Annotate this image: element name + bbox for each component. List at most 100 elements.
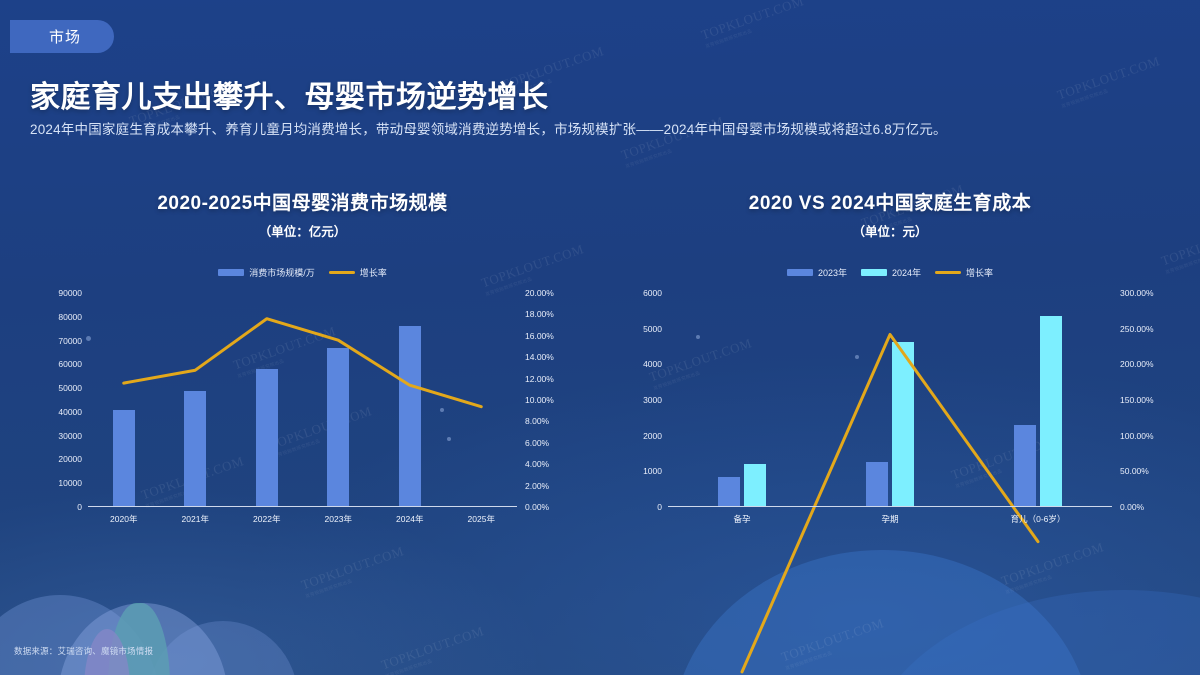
bar[interactable] bbox=[892, 341, 914, 507]
axis-tick-label: 4.00% bbox=[525, 459, 550, 470]
chart-unit: （单位：亿元） bbox=[258, 225, 347, 239]
chart-legend: 消费市场规模/万 增长率 bbox=[30, 266, 575, 279]
axis-tick-label: 0.00% bbox=[1120, 502, 1145, 512]
axis-tick-label: 30000 bbox=[58, 430, 82, 441]
chart-panel-birth-cost: 2020 VS 2024中国家庭生育成本 （单位：元） 2023年 2024年 增长… bbox=[610, 188, 1170, 548]
chart-unit: （单位：元） bbox=[852, 225, 928, 239]
axis-tick-label: 10.00% bbox=[525, 395, 554, 405]
legend-color-swatch bbox=[860, 269, 887, 276]
x-axis-label: 2023年 bbox=[324, 514, 352, 524]
legend-line-marker bbox=[328, 271, 355, 274]
axis-tick-label: 80000 bbox=[58, 311, 82, 322]
legend-label: 2024年 bbox=[891, 268, 922, 278]
axis-tick-label: 100.00% bbox=[1120, 430, 1154, 441]
axis-tick-label: 90000 bbox=[58, 288, 82, 298]
axis-tick-label: 10000 bbox=[58, 478, 82, 489]
legend-item[interactable]: 消费市场规模/万 bbox=[218, 266, 315, 279]
chart-plot-area: 0 1000 2000 3000 4000 5000 6000 0.00% 50.00% 100… bbox=[610, 288, 1170, 529]
bar-group bbox=[231, 293, 303, 507]
chart-title: 2020 VS 2024中国家庭生育成本 bbox=[748, 193, 1032, 214]
bar-group-container bbox=[668, 293, 1112, 507]
bar-group bbox=[668, 293, 816, 507]
axis-tick-label: 6000 bbox=[643, 288, 662, 298]
page-title: 家庭育儿支出攀升、母婴市场逆势增长 bbox=[30, 81, 549, 114]
y-axis-right: 0.00% 50.00% 100.00% 150.00% 200.00% 250.00% 3… bbox=[1112, 288, 1170, 512]
chart-plot-area: 0 10000 20000 30000 40000 50000 60000 70000 8000… bbox=[30, 288, 575, 529]
axis-tick-label: 1000 bbox=[643, 466, 662, 477]
y-axis-left: 0 1000 2000 3000 4000 5000 6000 bbox=[610, 288, 668, 512]
x-axis-label: 备孕 bbox=[733, 514, 751, 524]
chart-panel-market-size: 2020-2025中国母婴消费市场规模 （单位：亿元） 消费市场规模/万 增长率 … bbox=[30, 188, 575, 548]
x-axis-label: 2021年 bbox=[181, 514, 209, 524]
bar[interactable] bbox=[718, 477, 740, 507]
bar-group bbox=[88, 293, 160, 507]
bar[interactable] bbox=[1040, 316, 1062, 507]
data-source-note: 数据来源：艾瑞咨询、魔镜市场情报 bbox=[14, 646, 154, 656]
growth-rate-line bbox=[88, 293, 517, 675]
axis-tick-label: 20.00% bbox=[525, 288, 554, 298]
line-path bbox=[124, 319, 482, 407]
plot-grid-area bbox=[668, 293, 1112, 507]
axis-tick-label: 12.00% bbox=[525, 373, 554, 384]
axis-tick-label: 50000 bbox=[58, 383, 82, 394]
page-subtitle: 2024年中国家庭生育成本攀升、养育儿童月均消费增长，带动母婴领域消费逆势增长，… bbox=[30, 122, 947, 137]
axis-tick-label: 2000 bbox=[643, 430, 662, 441]
axis-tick-label: 300.00% bbox=[1120, 288, 1154, 298]
axis-tick-label: 20000 bbox=[58, 454, 82, 465]
x-axis-label: 2025年 bbox=[467, 514, 495, 524]
bar-group bbox=[160, 293, 232, 507]
bar[interactable] bbox=[866, 462, 888, 507]
bar-group bbox=[303, 293, 375, 507]
chart-legend: 2023年 2024年 增长率 bbox=[610, 266, 1170, 279]
axis-tick-label: 150.00% bbox=[1120, 395, 1154, 405]
x-axis-baseline bbox=[668, 505, 1112, 507]
bar[interactable] bbox=[327, 347, 350, 507]
plot-grid-area bbox=[88, 293, 517, 507]
x-axis-labels: 备孕 孕期 育儿（0-6岁） bbox=[668, 507, 1112, 529]
bar-group bbox=[816, 293, 964, 507]
bar[interactable] bbox=[184, 390, 207, 507]
axis-tick-label: 60000 bbox=[58, 359, 82, 370]
bar-group bbox=[374, 293, 446, 507]
axis-tick-label: 40000 bbox=[58, 406, 82, 417]
bar[interactable] bbox=[1014, 424, 1036, 507]
axis-tick-label: 16.00% bbox=[525, 330, 554, 341]
axis-tick-label: 2.00% bbox=[525, 480, 550, 491]
axis-tick-label: 0 bbox=[657, 502, 662, 512]
line-path bbox=[742, 334, 1038, 671]
axis-tick-label: 0 bbox=[77, 502, 82, 512]
x-axis-label: 2020年 bbox=[110, 514, 138, 524]
growth-rate-line bbox=[668, 293, 1112, 675]
legend-color-swatch bbox=[218, 269, 245, 276]
bar[interactable] bbox=[112, 409, 135, 507]
bar[interactable] bbox=[255, 369, 278, 507]
axis-tick-label: 4000 bbox=[643, 359, 662, 370]
x-axis-label: 2022年 bbox=[253, 514, 281, 524]
bar[interactable] bbox=[398, 326, 421, 507]
axis-tick-label: 50.00% bbox=[1120, 466, 1149, 477]
section-tag-label: 市场 bbox=[48, 29, 81, 46]
y-axis-left: 0 10000 20000 30000 40000 50000 60000 70000 8000… bbox=[30, 288, 88, 512]
bar-group bbox=[964, 293, 1112, 507]
legend-item[interactable]: 增长率 bbox=[328, 266, 387, 279]
legend-label: 2023年 bbox=[817, 268, 847, 278]
legend-item[interactable]: 2023年 bbox=[786, 266, 847, 279]
bar[interactable] bbox=[744, 464, 766, 507]
axis-tick-label: 250.00% bbox=[1120, 323, 1154, 334]
axis-tick-label: 14.00% bbox=[525, 352, 554, 363]
x-axis-label: 孕期 bbox=[881, 514, 899, 524]
x-axis-baseline bbox=[88, 505, 517, 507]
axis-tick-label: 3000 bbox=[643, 395, 662, 405]
axis-tick-label: 70000 bbox=[58, 335, 82, 346]
axis-tick-label: 6.00% bbox=[525, 437, 550, 448]
bar-group-container bbox=[88, 293, 517, 507]
legend-label: 增长率 bbox=[359, 268, 387, 278]
x-axis-labels: 2020年 2021年 2022年 2023年 2024年 2025年 bbox=[88, 507, 517, 529]
x-axis-label: 2024年 bbox=[396, 514, 424, 524]
axis-tick-label: 0.00% bbox=[525, 502, 550, 512]
legend-item[interactable]: 2024年 bbox=[860, 266, 922, 279]
legend-item[interactable]: 增长率 bbox=[935, 266, 993, 279]
